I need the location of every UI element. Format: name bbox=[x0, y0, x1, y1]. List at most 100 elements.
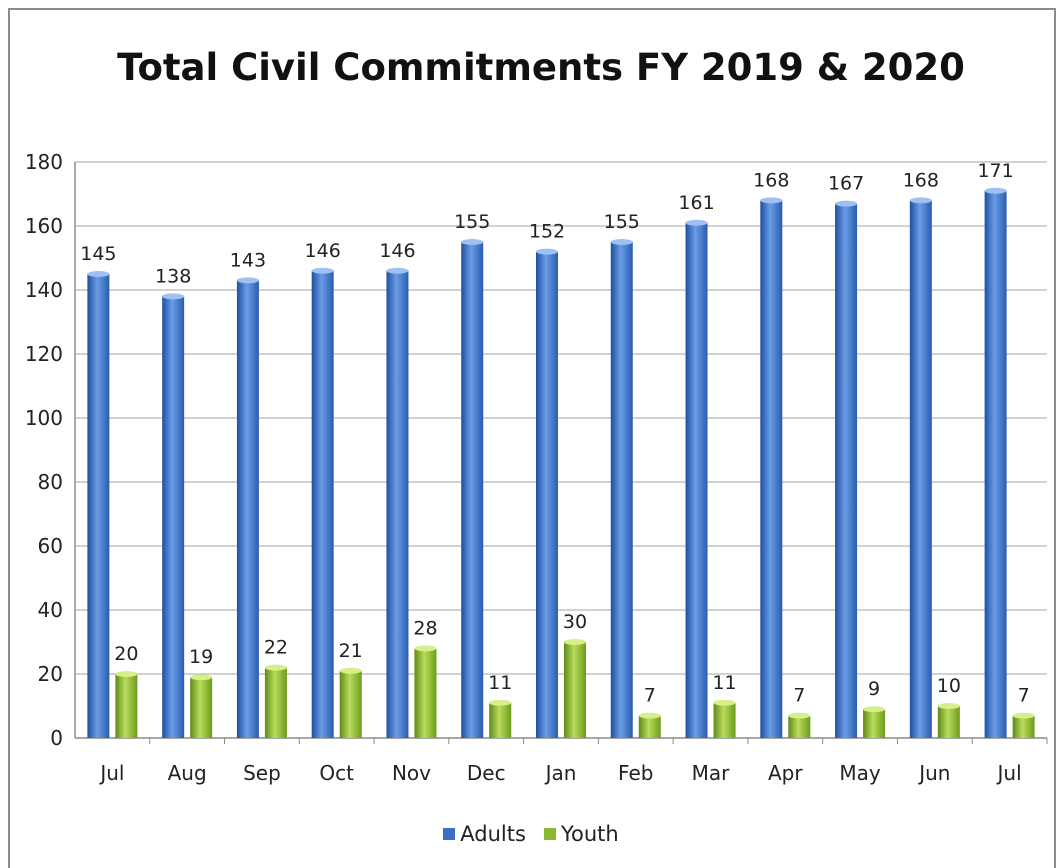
bar-youth-top bbox=[414, 645, 437, 652]
bar-adults bbox=[685, 222, 708, 739]
chart-title: Total Civil Commitments FY 2019 & 2020 bbox=[117, 46, 965, 89]
legend: Adults Youth bbox=[0, 822, 1062, 846]
y-tick-label: 60 bbox=[38, 534, 63, 558]
data-label: 143 bbox=[230, 249, 266, 271]
bar-youth bbox=[713, 702, 736, 738]
bar-youth bbox=[937, 706, 960, 738]
bar-youth-top bbox=[937, 703, 960, 709]
data-label: 19 bbox=[189, 646, 213, 668]
data-label: 161 bbox=[678, 192, 714, 214]
data-label: 152 bbox=[529, 221, 565, 243]
bar-youth bbox=[115, 674, 138, 738]
x-tick-label: Aug bbox=[168, 761, 207, 785]
bar-adults bbox=[984, 190, 1007, 739]
bar-youth-top bbox=[264, 664, 287, 671]
x-tick-label: Jun bbox=[917, 761, 950, 785]
bar-youth bbox=[414, 648, 437, 738]
legend-swatch-adults bbox=[443, 828, 456, 840]
bar-youth-top bbox=[339, 667, 362, 674]
bar-adults-top bbox=[835, 200, 858, 207]
data-label: 7 bbox=[1018, 685, 1030, 707]
y-tick-label: 20 bbox=[38, 662, 63, 686]
bar-youth-top bbox=[489, 699, 512, 706]
x-tick-label: Feb bbox=[618, 761, 653, 785]
legend-swatch-youth bbox=[543, 828, 556, 840]
x-tick-label: Oct bbox=[319, 761, 354, 785]
y-tick-label: 0 bbox=[50, 726, 63, 750]
x-tick-label: Jan bbox=[544, 761, 577, 785]
data-label: 146 bbox=[305, 240, 341, 262]
bar-adults bbox=[236, 280, 259, 738]
bar-youth-top bbox=[713, 699, 736, 706]
x-tick-label: Jul bbox=[98, 761, 124, 785]
bar-youth bbox=[788, 715, 811, 738]
x-tick-label: Mar bbox=[692, 761, 731, 785]
bar-adults-top bbox=[984, 187, 1007, 194]
y-tick-label: 40 bbox=[38, 598, 63, 622]
data-label: 155 bbox=[454, 211, 490, 233]
data-label: 28 bbox=[413, 617, 437, 639]
bar-adults bbox=[87, 274, 110, 738]
bar-adults-top bbox=[386, 267, 409, 274]
data-label: 7 bbox=[793, 685, 805, 707]
x-tick-label: May bbox=[839, 761, 881, 785]
bar-adults bbox=[162, 296, 185, 738]
bar-adults bbox=[461, 242, 484, 738]
bar-adults bbox=[311, 270, 334, 738]
data-label: 7 bbox=[644, 685, 656, 707]
bar-adults bbox=[386, 270, 409, 738]
legend-label-youth: Youth bbox=[560, 822, 619, 846]
x-tick-label: Apr bbox=[768, 761, 803, 785]
bar-youth bbox=[339, 670, 362, 738]
bar-youth bbox=[489, 702, 512, 738]
bar-youth bbox=[264, 667, 287, 738]
bar-youth bbox=[638, 715, 661, 738]
bar-adults bbox=[610, 242, 633, 738]
data-label: 9 bbox=[868, 678, 880, 700]
bar-adults-top bbox=[760, 197, 783, 204]
data-label: 22 bbox=[264, 637, 288, 659]
data-label: 21 bbox=[339, 640, 363, 662]
bar-adults-top bbox=[236, 277, 259, 284]
bar-adults bbox=[909, 200, 932, 738]
data-label: 167 bbox=[828, 173, 864, 195]
y-tick-label: 140 bbox=[25, 278, 63, 302]
data-label: 168 bbox=[753, 169, 789, 191]
bar-adults-top bbox=[610, 239, 633, 245]
y-tick-label: 120 bbox=[25, 342, 63, 366]
y-tick-label: 100 bbox=[25, 406, 63, 430]
bar-youth-top bbox=[564, 639, 586, 645]
data-label: 145 bbox=[80, 243, 116, 265]
data-label: 146 bbox=[379, 240, 415, 262]
x-tick-label: Dec bbox=[467, 761, 506, 785]
data-label: 171 bbox=[977, 160, 1013, 182]
bar-youth-top bbox=[1012, 712, 1035, 719]
bar-youth bbox=[564, 642, 586, 738]
data-label: 11 bbox=[488, 672, 512, 694]
bar-youth-top bbox=[638, 712, 661, 719]
bar-youth-top bbox=[788, 712, 811, 719]
y-tick-label: 80 bbox=[38, 470, 63, 494]
data-label: 30 bbox=[563, 611, 587, 633]
data-label: 168 bbox=[903, 169, 939, 191]
legend-label-adults: Adults bbox=[460, 822, 526, 846]
y-tick-label: 180 bbox=[25, 150, 63, 174]
x-tick-label: Jul bbox=[996, 761, 1022, 785]
bar-adults bbox=[835, 203, 858, 739]
bar-youth bbox=[190, 677, 213, 738]
x-tick-label: Sep bbox=[243, 761, 281, 785]
bar-adults-top bbox=[311, 267, 334, 274]
bar-adults bbox=[536, 251, 558, 738]
bar-adults-top bbox=[162, 293, 185, 300]
bar-youth-top bbox=[863, 706, 886, 713]
data-label: 10 bbox=[937, 675, 961, 697]
legend-item-youth: Youth bbox=[543, 822, 619, 846]
x-tick-label: Nov bbox=[392, 761, 431, 785]
data-label: 155 bbox=[604, 211, 640, 233]
data-label: 11 bbox=[712, 672, 736, 694]
bar-adults bbox=[760, 200, 783, 738]
data-label: 20 bbox=[114, 643, 138, 665]
data-label: 138 bbox=[155, 265, 191, 287]
bar-adults-top bbox=[461, 239, 484, 245]
